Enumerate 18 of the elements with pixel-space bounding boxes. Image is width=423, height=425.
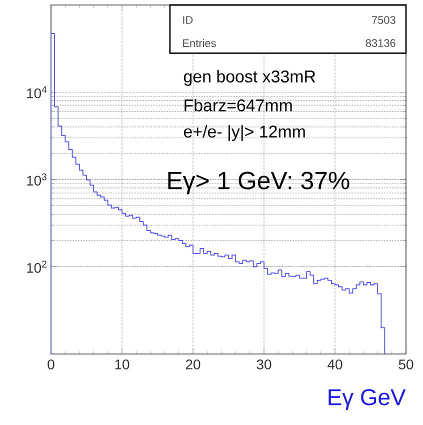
annotation: 7503 — [372, 16, 396, 24]
annotation: 83136 — [366, 39, 396, 47]
x-tick-label: 50 — [398, 360, 414, 370]
x-tick-label: 20 — [186, 360, 200, 370]
y-tick-label: 10$^{4}$ — [27, 86, 47, 98]
y-tick-label: 10$^{3}$ — [27, 173, 47, 186]
annotation: ID — [183, 16, 193, 24]
x-tick-label: 0 — [48, 360, 54, 370]
x-axis-title: Eγ GeV — [328, 389, 406, 410]
annotation: gen boost x33mR — [184, 70, 316, 86]
annotation: Eγ> 1 GeV: 37% — [168, 172, 350, 194]
x-tick-label: 10 — [115, 360, 130, 370]
annotation: Entries — [183, 39, 216, 48]
x-tick-label: 30 — [256, 360, 272, 370]
x-tick-label: 40 — [328, 360, 342, 370]
annotation: Fbarz=647mm — [184, 98, 292, 112]
y-tick-label: 10$^{2}$ — [27, 260, 46, 273]
annotation: e+/e- |y|> 12mm — [184, 125, 305, 142]
